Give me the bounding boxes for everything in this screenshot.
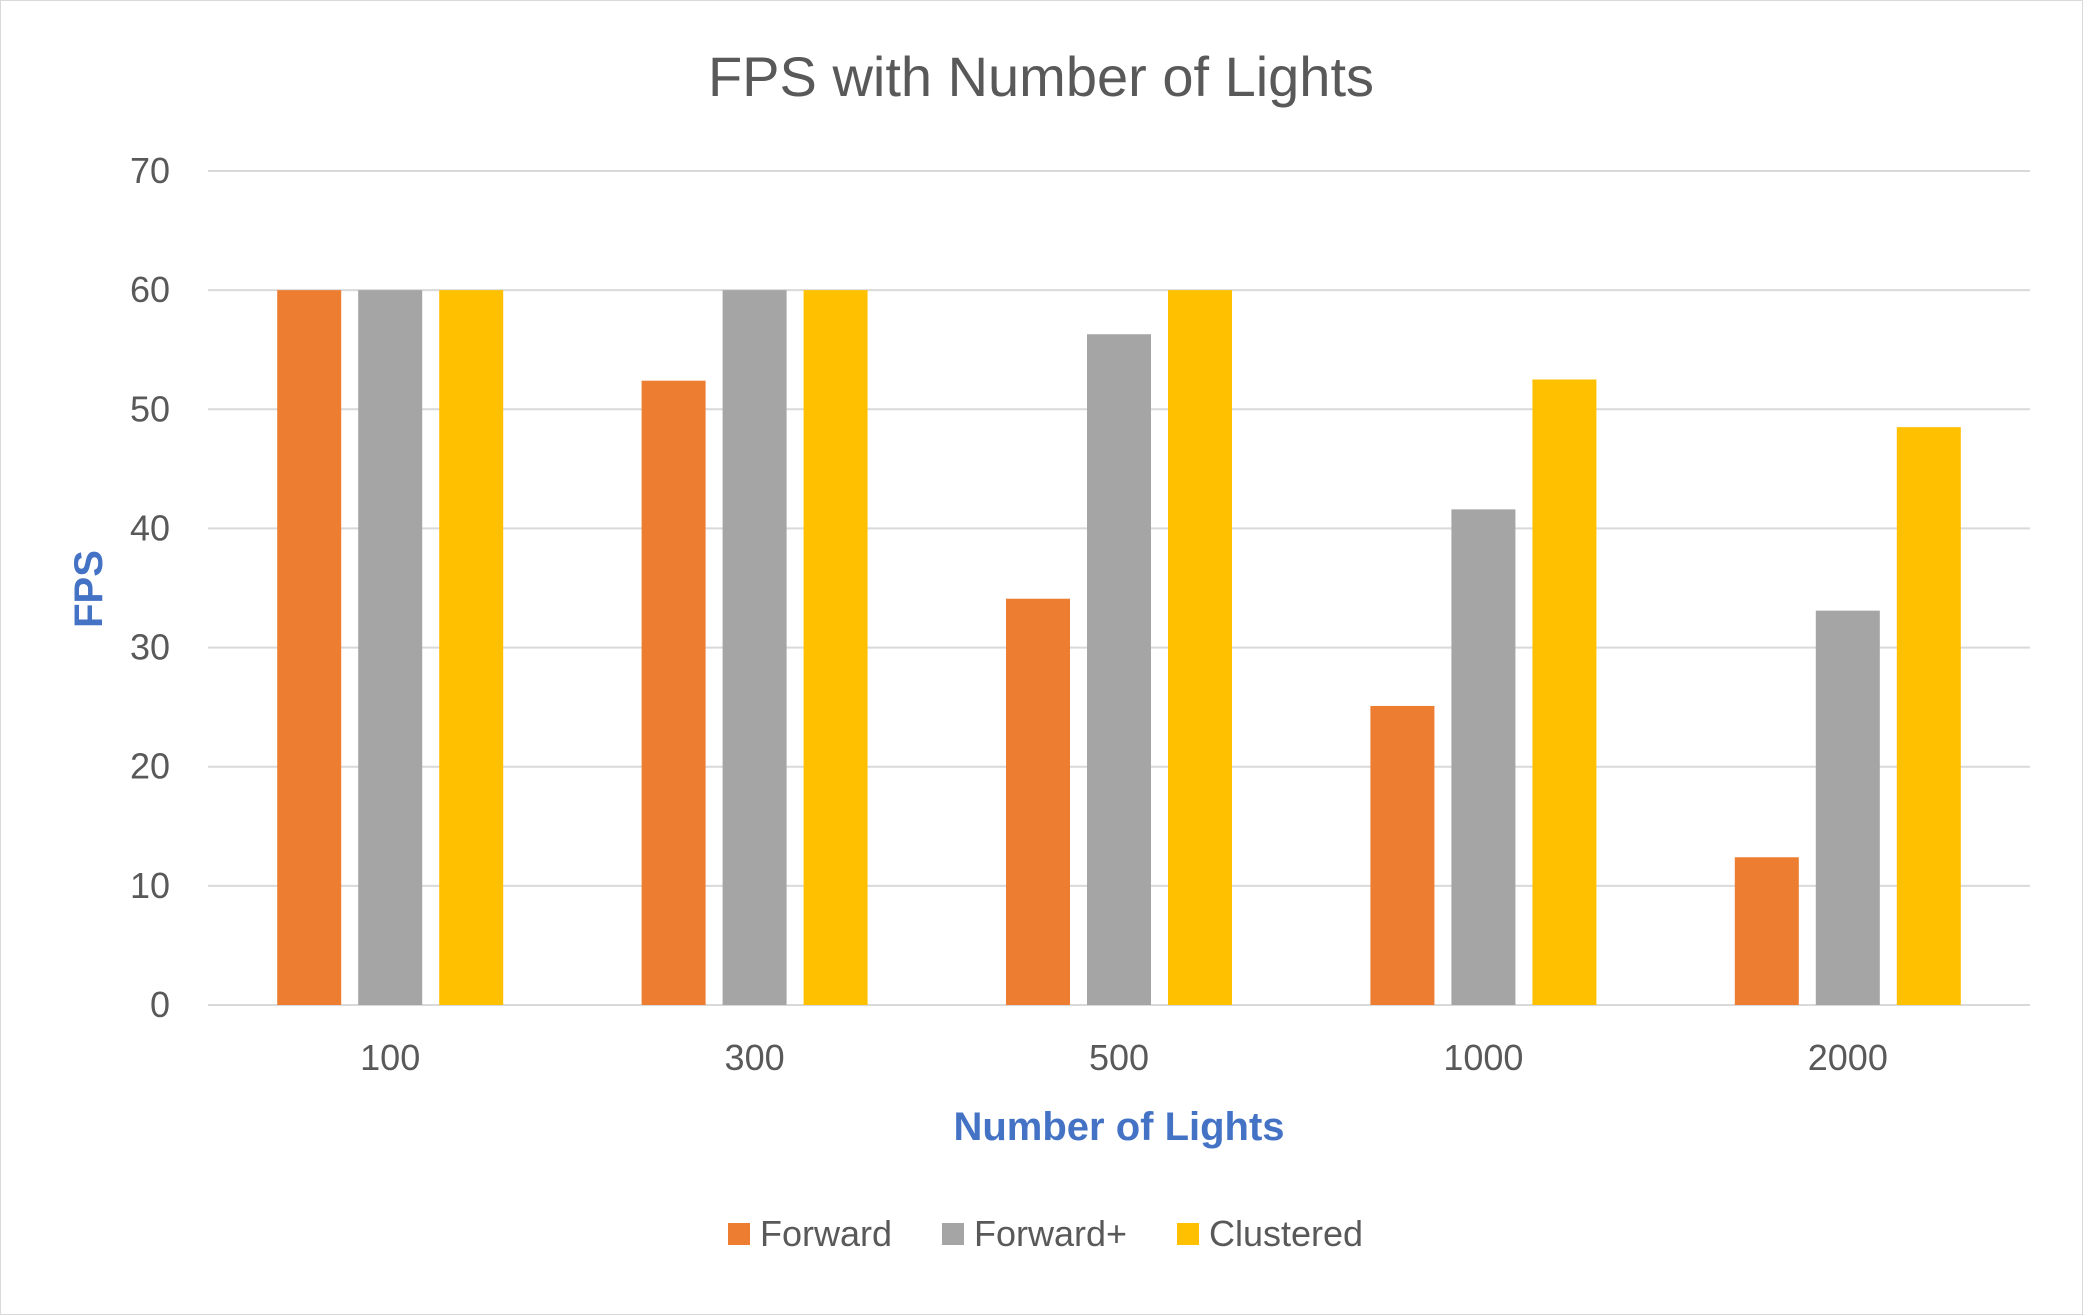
legend-label: Forward xyxy=(760,1213,892,1254)
y-tick-label: 20 xyxy=(130,746,170,787)
bar-clustered-100 xyxy=(439,290,504,1006)
bar-forward--300 xyxy=(722,290,787,1006)
legend-swatch xyxy=(942,1223,964,1245)
y-axis-title: FPS xyxy=(67,550,111,628)
x-tick-label: 500 xyxy=(1089,1037,1149,1078)
legend-label: Clustered xyxy=(1209,1213,1363,1254)
bars xyxy=(277,290,1961,1006)
legend-item-forward: Forward xyxy=(728,1213,892,1254)
bar-forward--500 xyxy=(1087,334,1151,1005)
y-tick-label: 70 xyxy=(130,150,170,191)
bar-forward--100 xyxy=(358,290,423,1006)
x-tick-label: 300 xyxy=(725,1037,785,1078)
x-tick-label: 100 xyxy=(360,1037,420,1078)
bar-clustered-300 xyxy=(803,290,868,1006)
legend-item-forward-: Forward+ xyxy=(942,1213,1127,1254)
legend: Forward Forward+ Clustered xyxy=(728,1213,1363,1254)
bar-forward-1000 xyxy=(1370,705,1435,1005)
bar-clustered-500 xyxy=(1168,290,1232,1006)
y-tick-label: 10 xyxy=(130,865,170,906)
y-tick-label: 40 xyxy=(130,507,170,548)
bar-forward-300 xyxy=(641,380,706,1006)
y-tick-label: 50 xyxy=(130,388,170,429)
y-tick-label: 0 xyxy=(150,984,170,1025)
legend-label: Forward+ xyxy=(974,1213,1127,1254)
bar-forward-2000 xyxy=(1734,857,1799,1005)
y-tick-label: 30 xyxy=(130,627,170,668)
chart-title: FPS with Number of Lights xyxy=(708,45,1374,108)
x-axis-ticks: 100 300 500 1000 2000 xyxy=(360,1037,1888,1078)
legend-swatch xyxy=(1177,1223,1199,1245)
bar-forward--2000 xyxy=(1815,610,1880,1005)
bar-clustered-1000 xyxy=(1532,379,1597,1005)
y-tick-label: 60 xyxy=(130,269,170,310)
bar-clustered-2000 xyxy=(1896,427,1961,1006)
bar-forward-100 xyxy=(277,290,342,1006)
legend-item-clustered: Clustered xyxy=(1177,1213,1363,1254)
x-tick-label: 1000 xyxy=(1443,1037,1523,1078)
bar-forward-500 xyxy=(1006,598,1070,1005)
bar-forward--1000 xyxy=(1451,509,1516,1005)
x-tick-label: 2000 xyxy=(1808,1037,1888,1078)
x-axis-title: Number of Lights xyxy=(953,1105,1284,1149)
legend-swatch xyxy=(728,1223,750,1245)
y-axis-ticks: 0 10 20 30 40 50 60 70 xyxy=(130,150,170,1025)
